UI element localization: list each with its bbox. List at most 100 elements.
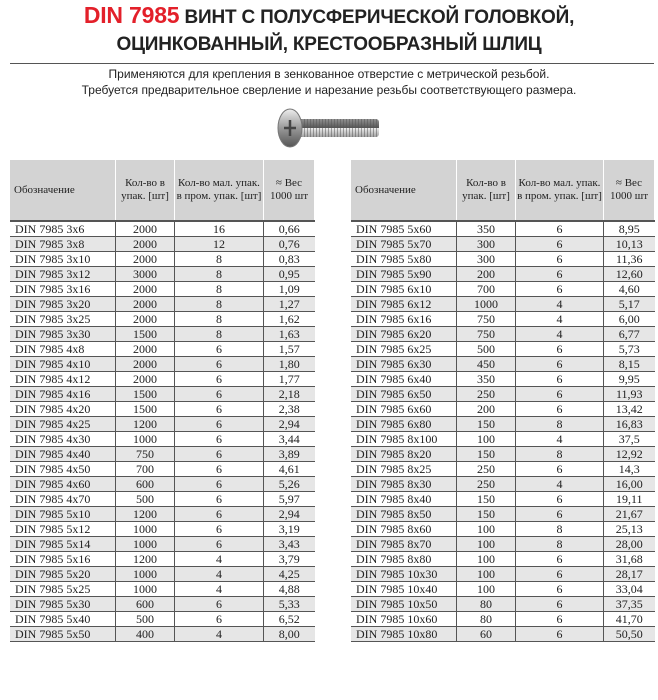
cell-pack-qty: 600 [115, 476, 175, 492]
title-line1: ВИНТ С ПОЛУСФЕРИЧЕСКОЙ ГОЛОВКОЙ, [184, 7, 575, 28]
cell-weight: 4,25 [263, 566, 315, 582]
cell-small-packs: 6 [515, 236, 604, 252]
description-line2: Требуется предварительное сверление и на… [81, 83, 577, 97]
cell-weight: 5,33 [263, 596, 315, 612]
table-row: DIN 7985 3x20 2000 8 1,27 [10, 296, 315, 312]
col-weight: ≈ Вес 1000 шт [603, 160, 655, 222]
cell-small-packs: 4 [515, 311, 604, 327]
cell-weight: 6,52 [263, 611, 315, 627]
cell-designation: DIN 7985 3x6 [10, 221, 116, 237]
cell-weight: 5,26 [263, 476, 315, 492]
table-row: DIN 7985 8x60 100 8 25,13 [351, 521, 655, 537]
divider [10, 63, 654, 64]
table-row: DIN 7985 5x25 1000 4 4,88 [10, 581, 315, 597]
table-row: DIN 7985 5x16 1200 4 3,79 [10, 551, 315, 567]
cell-pack-qty: 1000 [115, 581, 175, 597]
cell-designation: DIN 7985 3x8 [10, 236, 116, 252]
table-row: DIN 7985 5x30 600 6 5,33 [10, 596, 315, 612]
col-designation: Обозначение [10, 160, 116, 222]
cell-small-packs: 6 [515, 551, 604, 567]
cell-small-packs: 6 [174, 521, 264, 537]
table-row: DIN 7985 6x10 700 6 4,60 [351, 281, 655, 297]
cell-small-packs: 6 [174, 506, 264, 522]
cell-weight: 6,00 [603, 311, 655, 327]
cell-pack-qty: 400 [115, 626, 175, 642]
cell-small-packs: 8 [515, 536, 604, 552]
cell-designation: DIN 7985 5x12 [10, 521, 116, 537]
cell-designation: DIN 7985 6x20 [351, 326, 457, 342]
cell-small-packs: 8 [515, 416, 604, 432]
cell-designation: DIN 7985 4x40 [10, 446, 116, 462]
table-row: DIN 7985 4x16 1500 6 2,18 [10, 386, 315, 402]
col-weight: ≈ Вес 1000 шт [263, 160, 315, 222]
cell-pack-qty: 2000 [115, 221, 175, 237]
table-row: DIN 7985 6x25 500 6 5,73 [351, 341, 655, 357]
table-row: DIN 7985 6x12 1000 4 5,17 [351, 296, 655, 312]
cell-small-packs: 8 [515, 446, 604, 462]
cell-designation: DIN 7985 5x80 [351, 251, 457, 267]
cell-small-packs: 8 [174, 326, 264, 342]
cell-small-packs: 6 [515, 341, 604, 357]
cell-pack-qty: 700 [456, 281, 516, 297]
cell-pack-qty: 1000 [456, 296, 516, 312]
cell-pack-qty: 2000 [115, 341, 175, 357]
table-row: DIN 7985 8x25 250 6 14,3 [351, 461, 655, 477]
cell-weight: 2,38 [263, 401, 315, 417]
cell-pack-qty: 500 [456, 341, 516, 357]
cell-weight: 11,93 [603, 386, 655, 402]
table-header: Обозначение Кол-во в упак. [шт] Кол-во м… [10, 160, 315, 222]
cell-pack-qty: 1500 [115, 401, 175, 417]
page-title: DIN 7985 ВИНТ С ПОЛУСФЕРИЧЕСКОЙ ГОЛОВКОЙ… [0, 2, 658, 58]
cell-small-packs: 6 [515, 221, 604, 237]
right-table: Обозначение Кол-во в упак. [шт] Кол-во м… [351, 160, 655, 642]
cell-weight: 8,15 [603, 356, 655, 372]
cell-weight: 12,60 [603, 266, 655, 282]
cell-pack-qty: 100 [456, 566, 516, 582]
cell-small-packs: 4 [174, 626, 264, 642]
cell-small-packs: 12 [174, 236, 264, 252]
cell-weight: 2,94 [263, 416, 315, 432]
table-row: DIN 7985 5x20 1000 4 4,25 [10, 566, 315, 582]
table-row: DIN 7985 10x50 80 6 37,35 [351, 596, 655, 612]
cell-small-packs: 4 [515, 326, 604, 342]
cell-weight: 28,17 [603, 566, 655, 582]
table-row: DIN 7985 5x14 1000 6 3,43 [10, 536, 315, 552]
table-row: DIN 7985 3x12 3000 8 0,95 [10, 266, 315, 282]
title-code: DIN 7985 [83, 2, 180, 28]
cell-designation: DIN 7985 8x80 [351, 551, 457, 567]
cell-small-packs: 4 [515, 431, 604, 447]
cell-weight: 50,50 [603, 626, 655, 642]
cell-pack-qty: 1200 [115, 416, 175, 432]
cell-weight: 0,76 [263, 236, 315, 252]
table-row: DIN 7985 6x20 750 4 6,77 [351, 326, 655, 342]
cell-weight: 41,70 [603, 611, 655, 627]
table-row: DIN 7985 10x80 60 6 50,50 [351, 626, 655, 642]
cell-weight: 19,11 [603, 491, 655, 507]
cell-pack-qty: 1000 [115, 536, 175, 552]
table-row: DIN 7985 6x16 750 4 6,00 [351, 311, 655, 327]
cell-small-packs: 6 [515, 566, 604, 582]
cell-pack-qty: 150 [456, 446, 516, 462]
cell-weight: 2,18 [263, 386, 315, 402]
cell-weight: 1,57 [263, 341, 315, 357]
cell-weight: 25,13 [603, 521, 655, 537]
cell-pack-qty: 100 [456, 431, 516, 447]
cell-pack-qty: 700 [115, 461, 175, 477]
cell-designation: DIN 7985 10x60 [351, 611, 457, 627]
cell-pack-qty: 750 [456, 311, 516, 327]
table-row: DIN 7985 4x20 1500 6 2,38 [10, 401, 315, 417]
cell-designation: DIN 7985 4x60 [10, 476, 116, 492]
cell-designation: DIN 7985 10x40 [351, 581, 457, 597]
cell-pack-qty: 200 [456, 401, 516, 417]
cell-small-packs: 6 [515, 461, 604, 477]
cell-designation: DIN 7985 6x80 [351, 416, 457, 432]
cell-designation: DIN 7985 6x30 [351, 356, 457, 372]
table-row: DIN 7985 3x16 2000 8 1,09 [10, 281, 315, 297]
cell-pack-qty: 100 [456, 551, 516, 567]
cell-small-packs: 16 [174, 221, 264, 237]
cell-small-packs: 6 [515, 581, 604, 597]
cell-weight: 1,09 [263, 281, 315, 297]
cell-weight: 16,83 [603, 416, 655, 432]
cell-small-packs: 4 [515, 476, 604, 492]
cell-designation: DIN 7985 10x30 [351, 566, 457, 582]
